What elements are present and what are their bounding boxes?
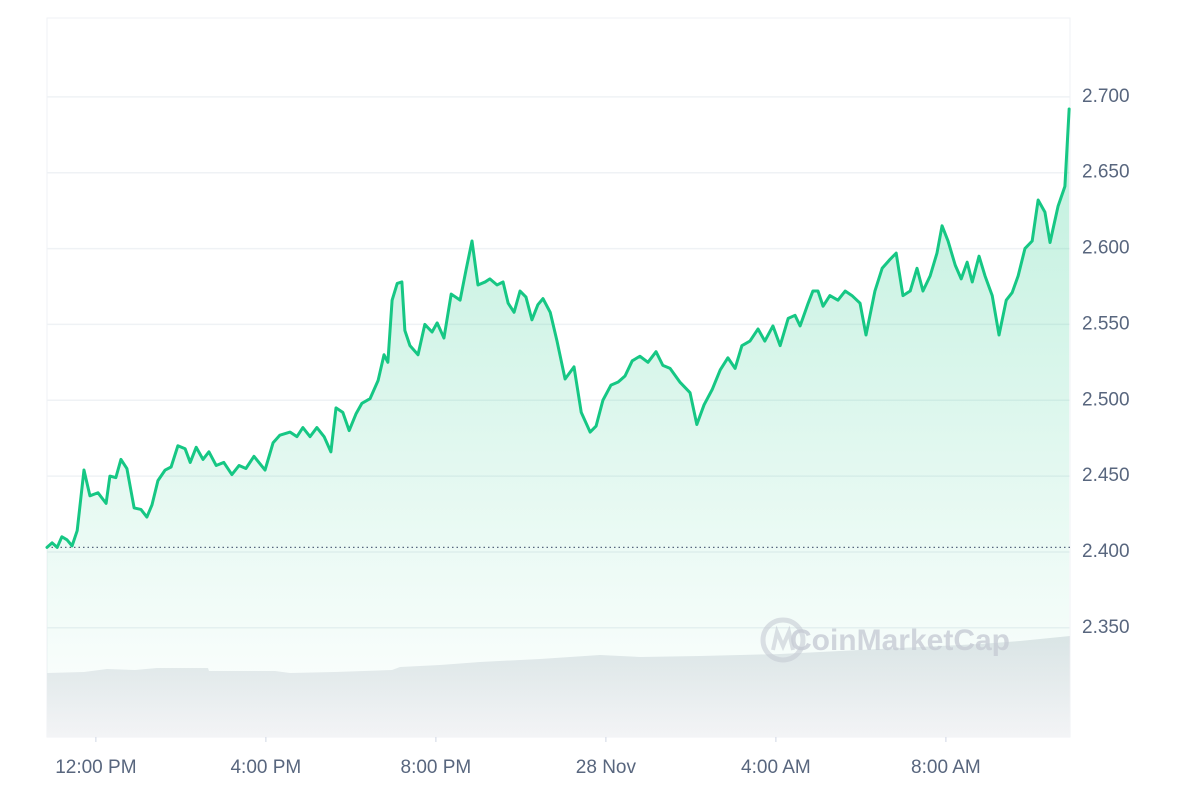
y-tick-label: 2.400 — [1082, 541, 1130, 562]
price-area — [47, 109, 1070, 737]
y-tick-label: 2.450 — [1082, 465, 1130, 486]
x-tick-label: 4:00 AM — [741, 757, 811, 778]
x-tick-label: 8:00 PM — [401, 757, 472, 778]
x-tick-label: 8:00 AM — [911, 757, 981, 778]
y-tick-label: 2.550 — [1082, 313, 1130, 334]
x-tick-label: 12:00 PM — [55, 757, 136, 778]
watermark-logo — [760, 617, 806, 663]
watermark: CoinMarketCap — [790, 624, 1010, 657]
marks — [45, 107, 1071, 737]
x-tick-label: 4:00 PM — [230, 757, 301, 778]
y-tick-label: 2.600 — [1082, 238, 1130, 259]
y-tick-label: 2.700 — [1082, 86, 1130, 107]
x-tick-label: 28 Nov — [576, 757, 637, 778]
y-tick-label: 2.650 — [1082, 162, 1130, 183]
y-tick-label: 2.500 — [1082, 389, 1130, 410]
y-tick-label: 2.350 — [1082, 617, 1130, 638]
price-line — [45, 107, 1071, 549]
